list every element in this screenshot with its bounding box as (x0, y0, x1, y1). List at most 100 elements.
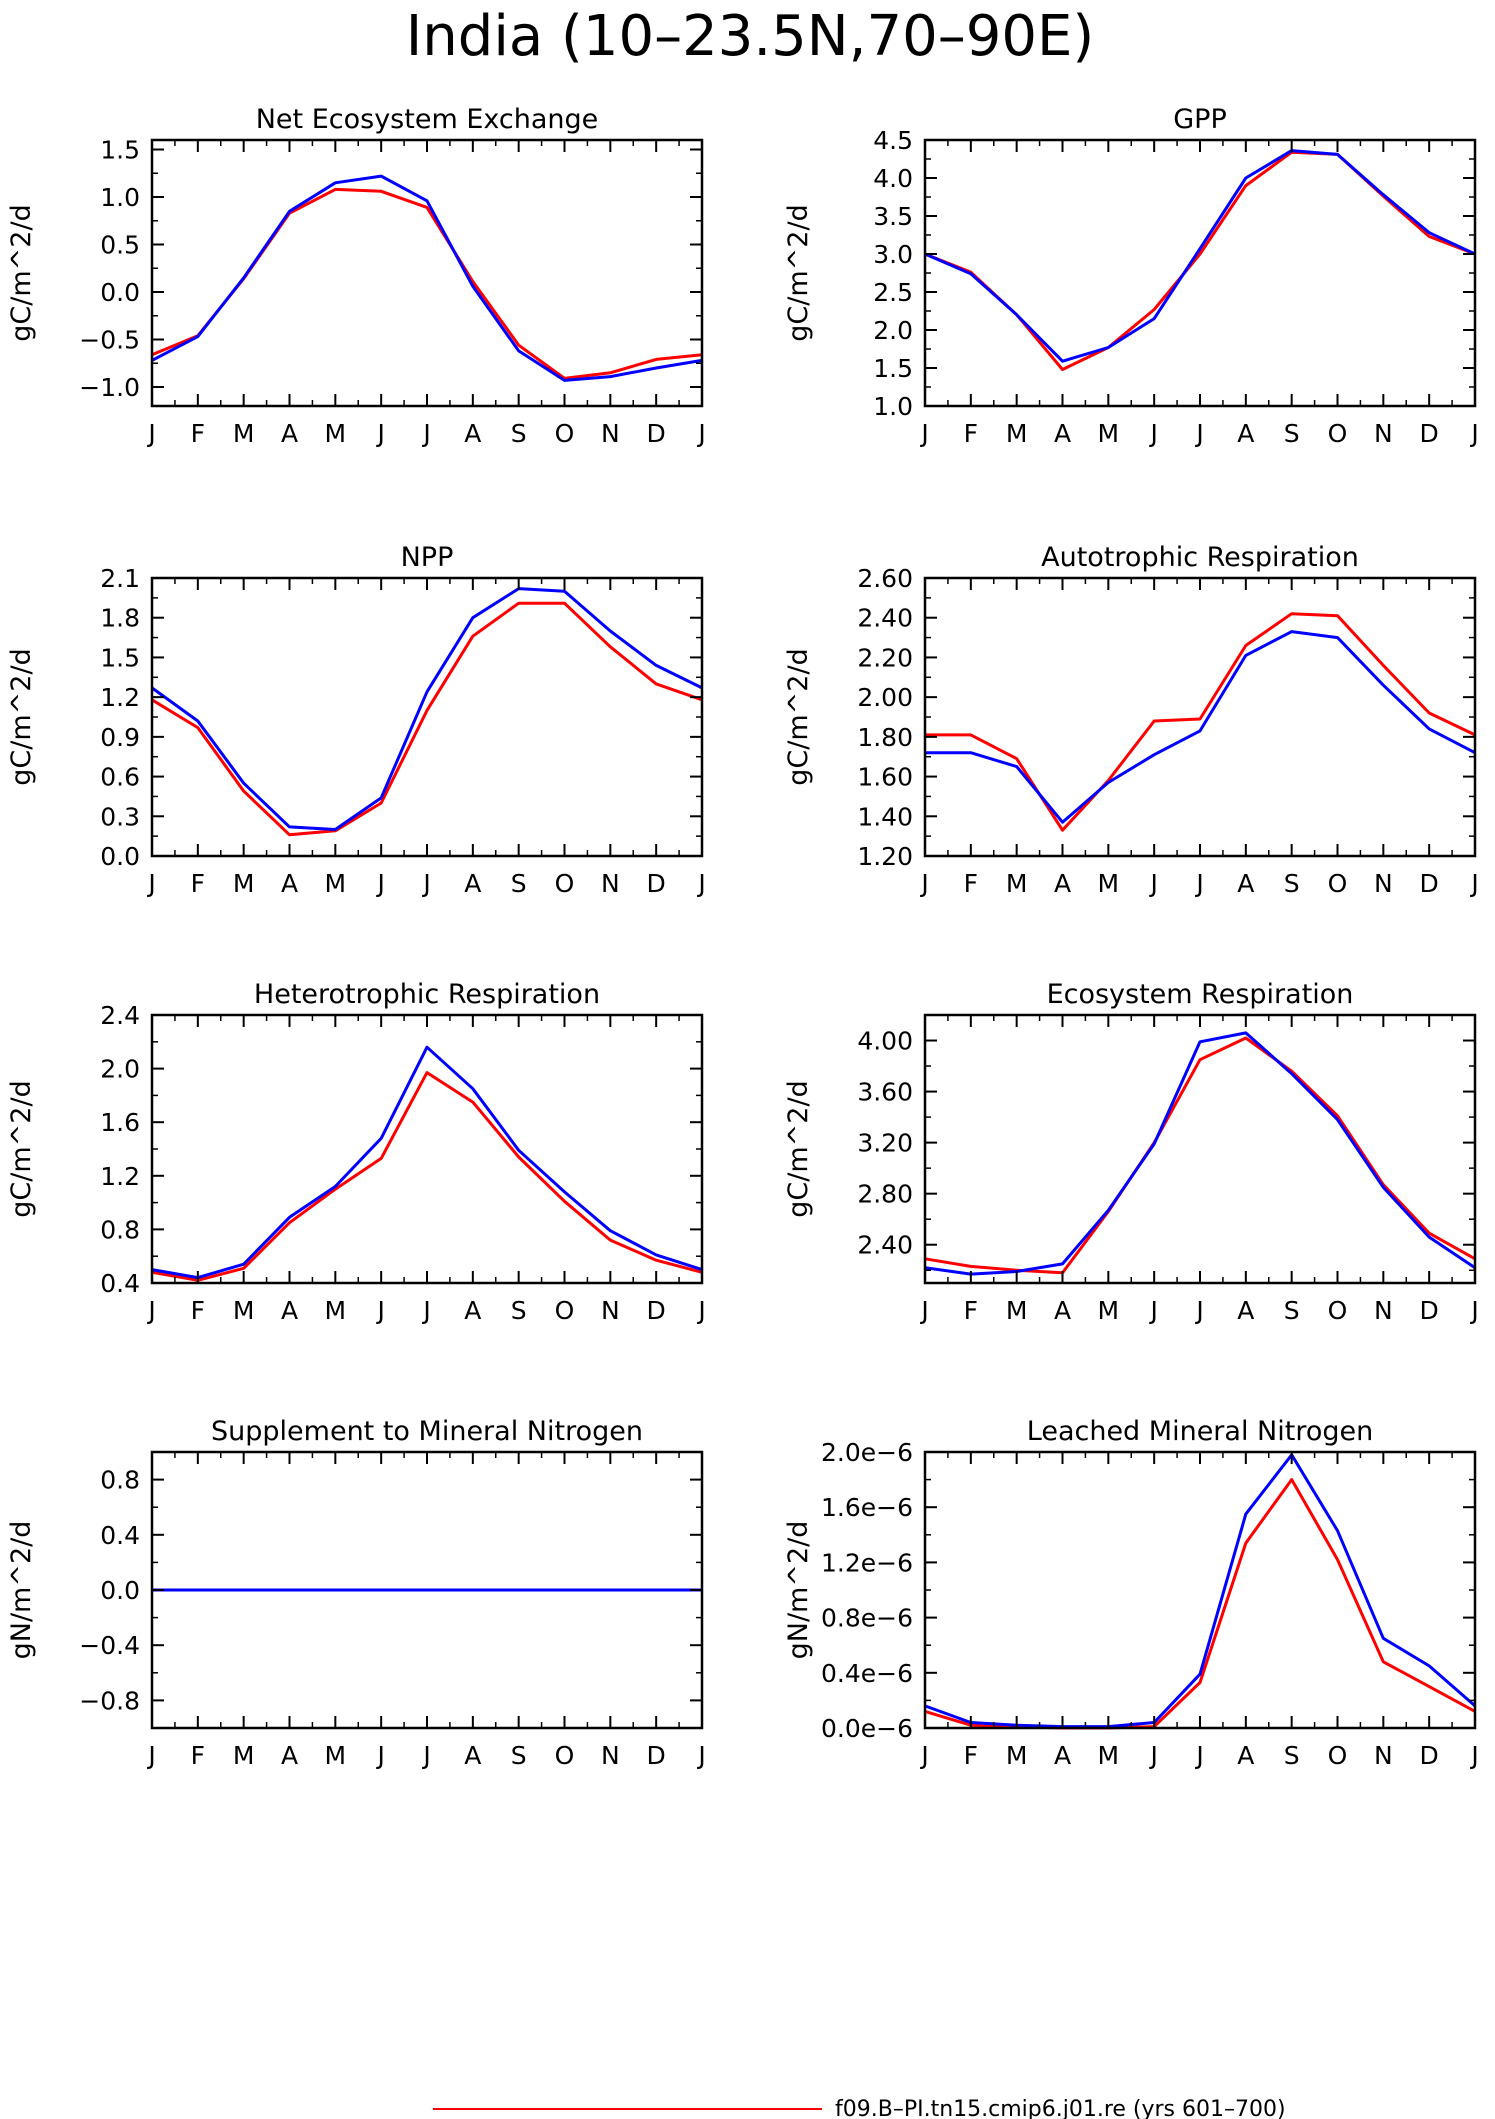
panel-title: Heterotrophic Respiration (254, 979, 600, 1010)
x-tick-label: S (511, 419, 527, 448)
x-tick-label: J (421, 1296, 430, 1325)
x-tick-label: M (233, 419, 255, 448)
y-axis-label: gC/m^2/d (783, 1080, 814, 1217)
x-tick-label: M (1006, 869, 1028, 898)
x-tick-label: O (555, 869, 575, 898)
x-tick-label: J (696, 1296, 705, 1325)
panel-title: GPP (1173, 104, 1227, 135)
x-tick-label: M (325, 1741, 347, 1770)
y-axis-label: gC/m^2/d (6, 648, 37, 785)
series-line-blue (151, 587, 703, 831)
x-tick-label: A (1237, 1741, 1254, 1770)
y-tick-label: 0.8 (100, 1466, 140, 1495)
x-tick-label: O (1328, 869, 1348, 898)
y-axis-label: gC/m^2/d (783, 204, 814, 341)
legend-label: f09.B–PI.tn15.cmip6.j01.re (yrs 601–700) (835, 2097, 1286, 2119)
legend: f09.B–PI.tn15.cmip6.j01.re (yrs 601–700) (433, 2097, 1286, 2119)
y-tick-label: 4.00 (857, 1027, 913, 1056)
y-tick-label: 0.4e−6 (821, 1659, 913, 1688)
y-tick-label: 2.80 (857, 1180, 913, 1209)
plot-frame (923, 1450, 1477, 1730)
x-tick-label: F (191, 1741, 205, 1770)
x-tick-label: A (1237, 869, 1254, 898)
y-tick-label: 0.3 (100, 802, 140, 831)
y-axis-label: gC/m^2/d (6, 1080, 37, 1217)
x-tick-label: J (146, 869, 155, 898)
x-tick-label: O (555, 419, 575, 448)
x-tick-label: D (647, 419, 666, 448)
y-tick-label: 0.4 (100, 1269, 140, 1298)
x-tick-label: S (1284, 419, 1300, 448)
x-tick-label: A (281, 869, 298, 898)
x-tick-label: F (964, 1741, 978, 1770)
plot-frame (150, 138, 704, 408)
series-line-blue (924, 1453, 1476, 1729)
x-tick-label: M (233, 1296, 255, 1325)
y-tick-label: 2.60 (857, 564, 913, 593)
y-tick-label: 2.5 (873, 278, 913, 307)
y-tick-label: 0.0 (100, 842, 140, 871)
y-tick-label: −0.8 (79, 1686, 140, 1715)
y-tick-label: 1.6e−6 (821, 1493, 913, 1522)
y-tick-label: 0.8 (100, 1215, 140, 1244)
chart-npp: J F M A M J J A S O N D J0.00.30.60.91.21.51.82.1NPP… (6, 542, 706, 898)
y-axis-label: gC/m^2/d (6, 204, 37, 341)
series-line-blue (924, 149, 1476, 363)
x-tick-label: O (555, 1296, 575, 1325)
y-tick-label: 0.0e−6 (821, 1714, 913, 1743)
x-tick-label: M (325, 419, 347, 448)
series-line-blue (151, 1045, 703, 1280)
chart-gpp: J F M A M J J A S O N D J1.01.52.02.53.03.54.04.5GPP… (783, 104, 1479, 448)
x-tick-label: N (601, 869, 620, 898)
y-tick-label: 3.60 (857, 1078, 913, 1107)
chart-ecosystem-respiration: J F M A M J J A S O N D J2.402.803.203.604.00Ecosyst… (783, 979, 1479, 1325)
panel-title: NPP (401, 542, 454, 573)
x-tick-label: J (919, 1741, 928, 1770)
x-tick-label: J (1469, 869, 1478, 898)
figure-title: India (10–23.5N,70–90E) (406, 4, 1094, 69)
x-tick-label: M (1006, 419, 1028, 448)
y-tick-label: 0.6 (100, 763, 140, 792)
x-tick-label: F (964, 1296, 978, 1325)
x-tick-label: S (1284, 869, 1300, 898)
x-tick-label: A (464, 419, 481, 448)
series-line-red (924, 1478, 1476, 1730)
x-tick-label: S (511, 869, 527, 898)
x-tick-label: D (647, 1741, 666, 1770)
x-tick-label: F (964, 869, 978, 898)
y-axis-label: gN/m^2/d (6, 1521, 37, 1660)
x-tick-label: J (146, 1741, 155, 1770)
y-tick-label: 1.0 (873, 392, 913, 421)
x-tick-label: A (464, 1741, 481, 1770)
x-tick-label: M (233, 1741, 255, 1770)
x-tick-label: J (1194, 1741, 1203, 1770)
x-tick-label: D (1420, 1741, 1439, 1770)
x-tick-label: N (601, 419, 620, 448)
x-tick-label: J (1148, 419, 1157, 448)
y-tick-label: 1.5 (873, 354, 913, 383)
plot-frame (923, 138, 1477, 408)
x-tick-label: M (1006, 1741, 1028, 1770)
y-tick-label: 0.0 (100, 278, 140, 307)
x-tick-label: J (146, 419, 155, 448)
series-line-red (151, 1071, 703, 1282)
x-tick-label: D (1420, 869, 1439, 898)
y-axis-label: gN/m^2/d (783, 1521, 814, 1660)
x-tick-label: A (1237, 1296, 1254, 1325)
x-tick-label: O (1328, 419, 1348, 448)
y-tick-label: 1.80 (857, 723, 913, 752)
x-tick-label: D (1420, 1296, 1439, 1325)
x-tick-label: J (919, 419, 928, 448)
y-tick-label: 1.40 (857, 802, 913, 831)
x-tick-label: J (919, 869, 928, 898)
x-tick-label: J (375, 419, 384, 448)
x-tick-label: D (1420, 419, 1439, 448)
x-tick-label: A (464, 869, 481, 898)
y-tick-label: −1.0 (79, 373, 140, 402)
y-tick-label: 0.8e−6 (821, 1604, 913, 1633)
x-tick-label: J (1469, 419, 1478, 448)
y-tick-label: 4.5 (873, 126, 913, 155)
x-tick-label: N (601, 1296, 620, 1325)
x-tick-label: J (375, 869, 384, 898)
x-tick-label: M (325, 1296, 347, 1325)
